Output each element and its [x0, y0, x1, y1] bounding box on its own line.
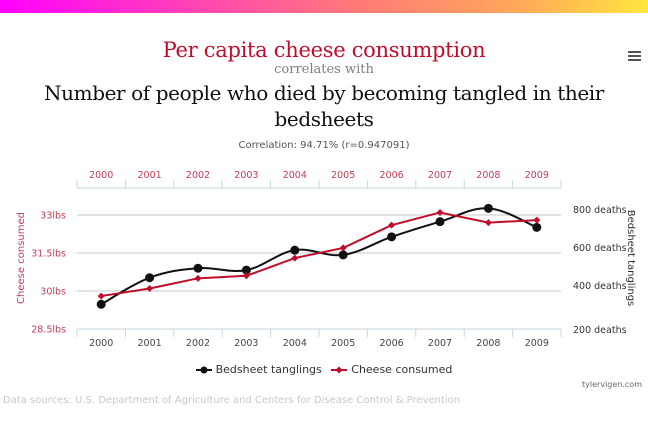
bottom-x-tick-label: 2008	[476, 338, 500, 349]
line-chart: 2000 2001 2002 2003 2004 2005 2006 2007 2008 2009…	[16, 170, 636, 349]
cheese-data-point	[97, 292, 105, 300]
bedsheet-data-point	[338, 250, 348, 260]
gradient-header-bar	[0, 0, 648, 13]
bottom-x-tick-label: 2002	[186, 338, 210, 349]
cheese-data-point	[242, 272, 250, 280]
data-sources-text: Data sources: U.S. Department of Agricul…	[3, 395, 461, 406]
chart-title-primary: Per capita cheese consumption	[162, 38, 486, 62]
cheese-data-point	[291, 254, 299, 262]
legend-item-bedsheet[interactable]: Bedsheet tanglings	[195, 363, 322, 376]
right-y-tick-label: 800 deaths	[573, 205, 627, 216]
right-axis-title: Bedsheet tanglings	[625, 210, 636, 307]
bedsheet-data-point	[145, 273, 155, 283]
bottom-x-tick-label: 2004	[283, 338, 307, 349]
right-y-tick-label: 400 deaths	[573, 281, 627, 292]
right-y-tick-label: 600 deaths	[573, 243, 627, 254]
chart-title-secondary: Number of people who died by becoming ta…	[44, 81, 604, 131]
bedsheet-data-point	[435, 217, 445, 227]
left-y-tick-label: 28.5lbs	[31, 325, 66, 336]
cheese-data-point	[388, 221, 396, 229]
right-y-tick-label: 200 deaths	[573, 325, 627, 336]
menu-bar	[628, 51, 641, 53]
bedsheet-data-point	[290, 245, 300, 255]
bedsheet-data-point	[387, 232, 397, 242]
credit-link[interactable]: tylervigen.com	[582, 380, 642, 389]
bedsheet-series-line	[100, 207, 538, 306]
top-x-tick-label: 2008	[476, 170, 500, 181]
top-x-tick-label: 2002	[186, 170, 210, 181]
cheese-data-point	[194, 274, 202, 282]
legend-label: Bedsheet tanglings	[215, 363, 322, 376]
chart-title-connector: correlates with	[274, 62, 374, 77]
top-x-tick-label: 2005	[331, 170, 355, 181]
bottom-x-tick-label: 2001	[138, 338, 162, 349]
diamond-marker-icon	[331, 366, 348, 373]
top-x-tick-label: 2009	[525, 170, 549, 181]
bottom-x-tick-label: 2000	[89, 338, 113, 349]
top-x-tick-label: 2000	[89, 170, 113, 181]
cheese-data-point	[339, 244, 347, 252]
circle-marker-icon	[195, 366, 212, 373]
bottom-x-tick-label: 2003	[234, 338, 258, 349]
menu-bar	[628, 59, 641, 61]
bottom-x-tick-label: 2005	[331, 338, 355, 349]
bottom-x-tick-label: 2009	[525, 338, 549, 349]
bottom-x-tick-label: 2006	[380, 338, 404, 349]
bedsheet-data-point	[532, 222, 542, 232]
bedsheet-data-point	[193, 263, 203, 273]
left-y-tick-label: 31.5lbs	[31, 249, 66, 260]
bedsheet-data-point	[96, 299, 106, 309]
top-x-tick-label: 2003	[234, 170, 258, 181]
correlation-text: Correlation: 94.71% (r=0.947091)	[238, 140, 410, 151]
menu-bar	[628, 55, 641, 57]
left-y-tick-label: 33lbs	[40, 211, 66, 222]
cheese-data-point	[436, 208, 444, 216]
cheese-data-point	[146, 284, 154, 292]
legend-item-cheese[interactable]: Cheese consumed	[331, 363, 452, 376]
top-x-tick-label: 2001	[138, 170, 162, 181]
top-x-tick-label: 2006	[380, 170, 404, 181]
legend-label: Cheese consumed	[351, 363, 453, 376]
hamburger-menu-icon[interactable]	[628, 51, 641, 62]
top-x-tick-label: 2004	[283, 170, 307, 181]
left-y-tick-label: 30lbs	[40, 287, 66, 298]
bottom-x-tick-label: 2007	[428, 338, 452, 349]
chart-legend: Bedsheet tanglings Cheese consumed	[0, 363, 648, 378]
bedsheet-data-point	[483, 203, 493, 213]
cheese-series-line	[101, 211, 537, 298]
left-axis-title: Cheese consumed	[16, 212, 27, 304]
cheese-data-point	[533, 216, 541, 224]
bedsheet-data-point	[241, 265, 251, 275]
cheese-data-point	[484, 219, 492, 227]
top-x-tick-label: 2007	[428, 170, 452, 181]
